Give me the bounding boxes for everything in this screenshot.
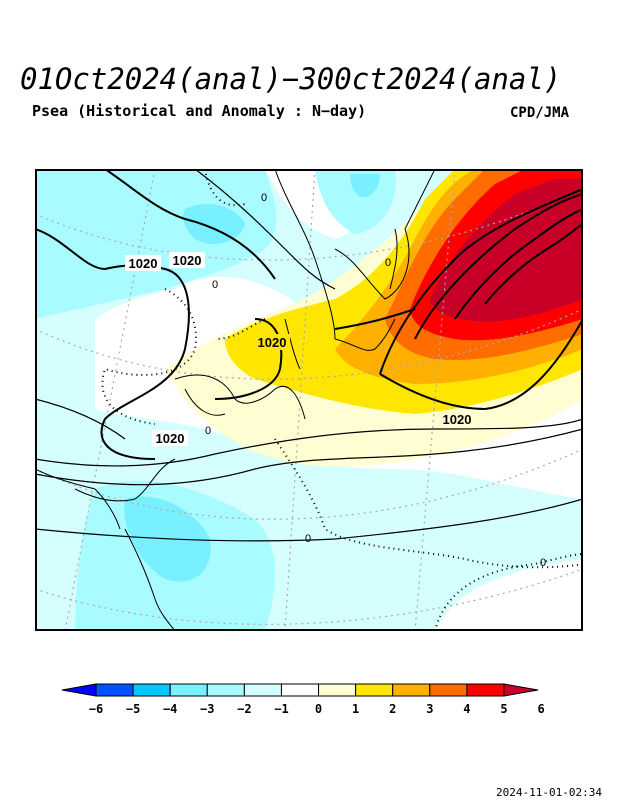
isobar-label: 1020 — [173, 253, 202, 268]
colorbar-arrow-low — [61, 683, 97, 697]
isobars — [35, 169, 583, 460]
zero-contour-label: 0 — [205, 425, 211, 437]
colorbar-tick-label: −3 — [200, 702, 215, 716]
zero-contour-label: 0 — [305, 533, 311, 545]
colorbar-tick-label: 3 — [426, 702, 434, 716]
colorbar-tick-label: 5 — [500, 702, 508, 716]
colorbar-tick-label: 6 — [537, 702, 545, 716]
colorbar-tick-label: −2 — [237, 702, 252, 716]
colorbar-swatch — [318, 683, 357, 697]
negative-anomaly-core-north — [350, 174, 380, 198]
colorbar-tick-label: 0 — [314, 702, 323, 716]
colorbar-tick-label: −4 — [162, 702, 178, 716]
colorbar-tick-label: −6 — [88, 702, 104, 716]
isobar-label: 1020 — [258, 335, 287, 350]
colorbar-arrow-high — [503, 683, 539, 697]
colorbar-tick-label: −1 — [274, 702, 289, 716]
timestamp: 2024-11-01-02:34 — [496, 786, 602, 799]
colorbar-tick-label: 2 — [389, 702, 397, 716]
colorbar-swatch — [355, 683, 394, 697]
zero-contour-label: 0 — [540, 557, 546, 569]
colorbar-swatch — [243, 683, 282, 697]
colorbar: −6 −5 −4 −3 −2 −1 0 1 2 3 4 5 6 — [60, 682, 545, 718]
colorbar-swatch — [466, 683, 505, 697]
colorbar-swatches — [61, 683, 539, 697]
coastlines — [35, 169, 436, 631]
colorbar-swatch — [280, 683, 320, 697]
zero-contour-label: 0 — [212, 279, 218, 291]
credit-label: CPD/JMA — [510, 105, 570, 121]
colorbar-swatch — [169, 683, 208, 697]
negative-anomaly-area-nw — [183, 204, 245, 244]
colorbar-swatch — [206, 683, 245, 697]
positive-anomaly-6 — [430, 179, 583, 322]
isobars-thin — [35, 169, 583, 542]
zero-contour-label: 0 — [385, 257, 391, 269]
colorbar-swatch — [392, 683, 431, 697]
zero-contour-label: 0 — [261, 192, 267, 204]
colorbar-tick-label: 4 — [463, 702, 471, 716]
zero-contour — [101, 169, 583, 631]
colorbar-swatch — [429, 683, 468, 697]
isobar-label: 1020 — [443, 412, 472, 427]
colorbar-tick-label: −5 — [125, 702, 141, 716]
colorbar-swatch — [95, 683, 134, 697]
isobar-label: 1020 — [156, 431, 185, 446]
map-frame — [35, 169, 583, 631]
colorbar-swatch — [132, 683, 171, 697]
colorbar-tick-label: 1 — [352, 702, 360, 716]
graticule — [35, 169, 583, 631]
anomaly-map: 1020 1020 1020 1020 1020 0 0 0 0 0 0 — [35, 169, 583, 631]
map-subtitle: Psea (Historical and Anomaly : N−day) — [32, 102, 367, 120]
isobar-label: 1020 — [129, 256, 158, 271]
map-title: 01Oct2024(anal)−300ct2024(anal) — [20, 62, 562, 96]
